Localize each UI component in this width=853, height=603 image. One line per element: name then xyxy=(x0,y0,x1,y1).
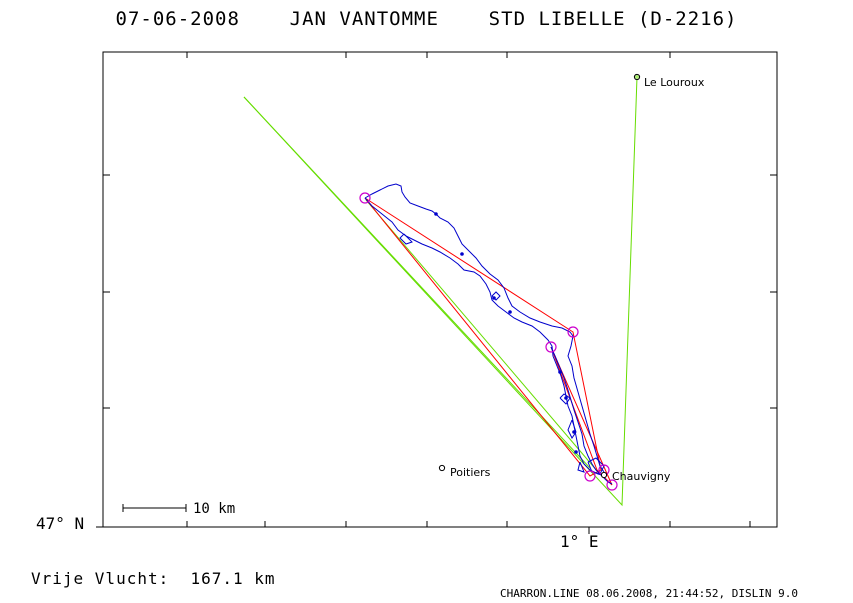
place-marker-chauvigny xyxy=(601,472,606,477)
track-dot xyxy=(572,430,576,434)
place-marker-le-louroux xyxy=(634,74,639,79)
track-line xyxy=(568,420,576,438)
flight-distance: Vrije Vlucht: 167.1 km xyxy=(31,571,276,587)
track-dot xyxy=(434,212,438,216)
map-frame xyxy=(103,52,777,527)
place-marker-poitiers xyxy=(439,465,444,470)
track-dot xyxy=(564,396,568,400)
track-dot xyxy=(460,252,464,256)
flight-map-page: 07-06-2008 JAN VANTOMME STD LIBELLE (D-2… xyxy=(0,0,853,603)
task-leg-green xyxy=(366,200,598,472)
place-label-chauvigny: Chauvigny xyxy=(612,470,671,483)
footer-info: CHARRON.LINE 08.06.2008, 21:44:52, DISLI… xyxy=(500,588,798,599)
track-dot xyxy=(492,296,496,300)
track-dot xyxy=(574,450,578,454)
track-markers xyxy=(434,212,578,454)
track-dot xyxy=(558,370,562,374)
latitude-label: 47° N xyxy=(36,516,84,532)
task-polygon xyxy=(365,198,612,485)
place-label-poitiers: Poitiers xyxy=(450,466,491,479)
track-dot xyxy=(508,310,512,314)
scale-bar-label: 10 km xyxy=(193,501,235,517)
scale-bar xyxy=(123,504,186,512)
place-label-le-louroux: Le Louroux xyxy=(644,76,705,89)
flight-track xyxy=(365,184,612,484)
longitude-label: 1° E xyxy=(560,534,599,550)
map-plot: Le Louroux Poitiers Chauvigny 10 km xyxy=(0,0,853,603)
axis-ticks xyxy=(96,52,777,534)
